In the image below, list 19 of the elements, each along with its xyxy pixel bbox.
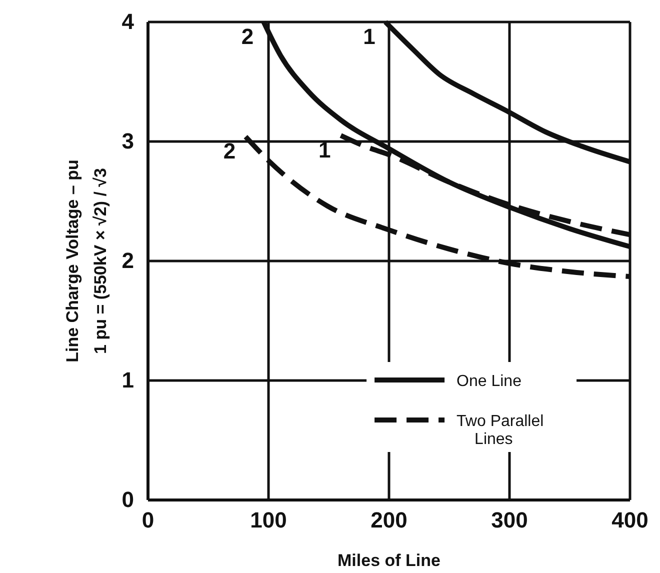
y-tick-label: 0 — [122, 487, 134, 512]
text: 1 pu = (550kV × √2) / √3 — [91, 168, 110, 354]
x-tick-label: 0 — [142, 508, 154, 533]
annotation: 1 — [363, 24, 376, 49]
annotation: 2 — [241, 24, 254, 49]
x-tick-label: 300 — [491, 508, 528, 533]
y-tick-label: 4 — [122, 9, 135, 34]
legend-label: Two Parallel Lines — [456, 413, 544, 448]
y-tick-label: 2 — [122, 248, 134, 274]
x-axis-title: Miles of Line — [338, 551, 440, 570]
x-tick-label: 400 — [612, 508, 648, 533]
x-tick-label: 200 — [370, 508, 408, 533]
y-axis-title: Line Charge Voltage – pu — [63, 160, 82, 362]
y-tick-label: 3 — [122, 128, 134, 154]
legend-label: One Line — [456, 373, 522, 390]
annotation: 2 — [223, 138, 236, 164]
x-tick-label: 100 — [250, 508, 287, 533]
y-tick-label: 1 — [122, 368, 134, 393]
annotation: 1 — [318, 138, 331, 163]
